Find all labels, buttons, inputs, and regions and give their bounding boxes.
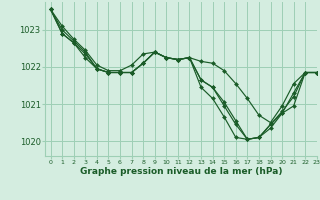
X-axis label: Graphe pression niveau de la mer (hPa): Graphe pression niveau de la mer (hPa) [80, 167, 282, 176]
